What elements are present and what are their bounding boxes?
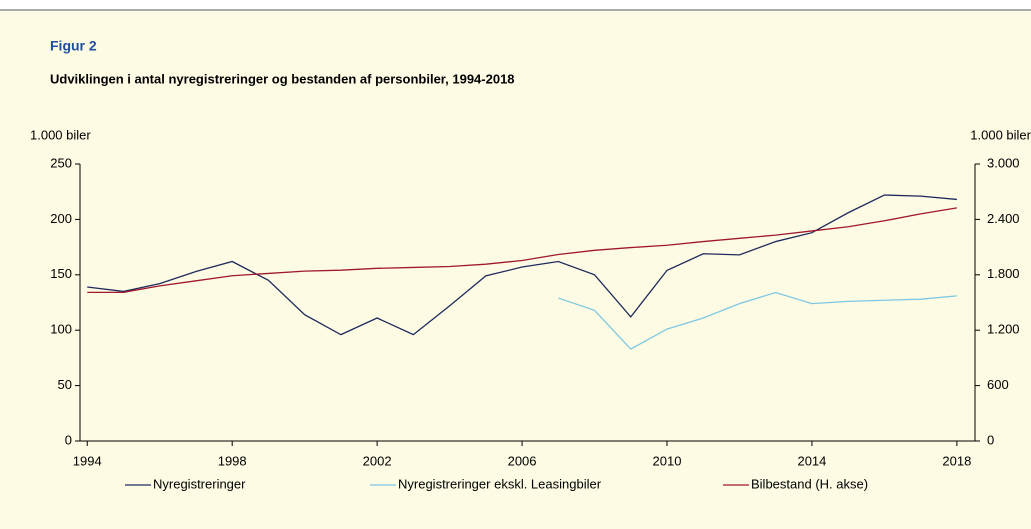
y-tick-label: 150 bbox=[50, 266, 72, 281]
x-tick-label: 2018 bbox=[942, 453, 971, 468]
y-tick-label: 100 bbox=[50, 322, 72, 337]
y-tick-label: 250 bbox=[50, 155, 72, 170]
y2-tick-label: 600 bbox=[987, 377, 1009, 392]
x-tick-label: 2014 bbox=[797, 453, 826, 468]
series-line bbox=[87, 207, 957, 293]
x-tick-label: 2010 bbox=[653, 453, 682, 468]
legend-label: Bilbestand (H. akse) bbox=[751, 476, 868, 491]
y-tick-label: 50 bbox=[58, 377, 72, 392]
legend-label: Nyregistreringer ekskl. Leasingbiler bbox=[398, 476, 602, 491]
series-line bbox=[87, 194, 957, 336]
y-tick-label: 0 bbox=[65, 432, 72, 447]
y2-tick-label: 1.200 bbox=[987, 322, 1020, 337]
y-tick-label: 200 bbox=[50, 211, 72, 226]
y2-tick-label: 2.400 bbox=[987, 211, 1020, 226]
legend-label: Nyregistreringer bbox=[153, 476, 246, 491]
y2-tick-label: 0 bbox=[987, 432, 994, 447]
chart-title: Figur 2 bbox=[50, 38, 97, 54]
background bbox=[0, 11, 1031, 529]
x-tick-label: 2002 bbox=[363, 453, 392, 468]
x-tick-label: 2006 bbox=[508, 453, 537, 468]
chart-subtitle: Udviklingen i antal nyregistreringer og … bbox=[50, 71, 515, 86]
y-axis-label: 1.000 biler bbox=[30, 127, 91, 142]
x-tick-label: 1998 bbox=[218, 453, 247, 468]
y2-axis-label: 1.000 biler bbox=[970, 127, 1031, 142]
series-line bbox=[558, 291, 957, 350]
y2-tick-label: 1.800 bbox=[987, 266, 1020, 281]
y2-tick-label: 3.000 bbox=[987, 155, 1020, 170]
x-tick-label: 1994 bbox=[73, 453, 102, 468]
